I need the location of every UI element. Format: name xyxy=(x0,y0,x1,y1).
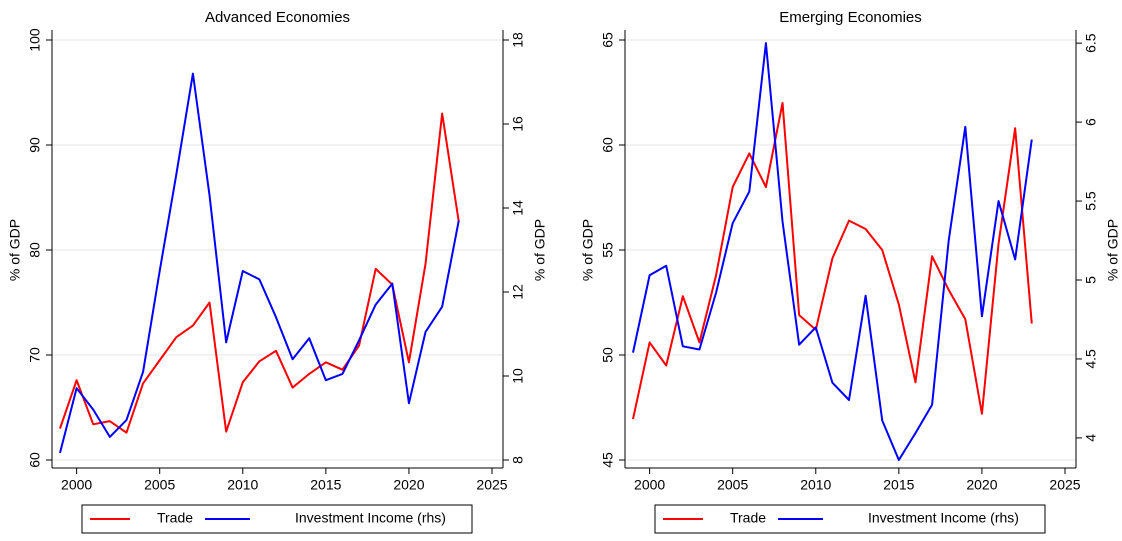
y-tick-label: 90 xyxy=(27,137,43,153)
y-axis-title: % of GDP xyxy=(580,219,596,281)
series-line xyxy=(632,102,1033,420)
y2-axis-title: % of GDP xyxy=(1105,219,1121,281)
y-axis-title: % of GDP xyxy=(7,219,23,281)
y-tick-label: 80 xyxy=(27,242,43,258)
y2-tick-label: 16 xyxy=(510,116,526,132)
legend-label: Trade xyxy=(730,510,766,526)
chart-title: Advanced Economies xyxy=(205,9,350,26)
x-tick-label: 2025 xyxy=(1049,477,1080,493)
x-tick-label: 2000 xyxy=(634,477,665,493)
y2-tick-label: 6.5 xyxy=(1083,33,1099,53)
y2-tick-label: 14 xyxy=(510,200,526,216)
y-tick-label: 70 xyxy=(27,347,43,363)
y-tick-label: 45 xyxy=(600,452,616,468)
x-tick-label: 2000 xyxy=(61,477,92,493)
y2-tick-label: 4.5 xyxy=(1083,349,1099,369)
series-line xyxy=(59,112,460,434)
x-tick-label: 2005 xyxy=(717,477,748,493)
y2-tick-label: 5.5 xyxy=(1083,191,1099,211)
series-line xyxy=(632,42,1033,461)
y-tick-label: 60 xyxy=(600,137,616,153)
y2-tick-label: 5 xyxy=(1083,276,1099,284)
x-tick-label: 2015 xyxy=(310,477,341,493)
y-tick-label: 55 xyxy=(600,242,616,258)
chart-title: Emerging Economies xyxy=(779,9,922,26)
x-tick-label: 2015 xyxy=(883,477,914,493)
y-tick-label: 50 xyxy=(600,347,616,363)
y2-tick-label: 8 xyxy=(510,456,526,464)
y2-tick-label: 4 xyxy=(1083,434,1099,442)
legend-label: Trade xyxy=(157,510,193,526)
legend-box xyxy=(654,504,1046,534)
x-tick-label: 2020 xyxy=(393,477,424,493)
y2-tick-label: 6 xyxy=(1083,118,1099,126)
y2-axis-title: % of GDP xyxy=(532,219,548,281)
x-tick-label: 2025 xyxy=(476,477,507,493)
x-tick-label: 2020 xyxy=(966,477,997,493)
y2-tick-label: 18 xyxy=(510,32,526,48)
x-tick-label: 2010 xyxy=(227,477,258,493)
x-tick-label: 2005 xyxy=(144,477,175,493)
x-tick-label: 2010 xyxy=(800,477,831,493)
y-tick-label: 65 xyxy=(600,32,616,48)
legend-box xyxy=(81,504,473,534)
series-line xyxy=(59,72,460,454)
legend-label: Investment Income (rhs) xyxy=(295,510,446,526)
y2-tick-label: 12 xyxy=(510,284,526,300)
legend-label: Investment Income (rhs) xyxy=(868,510,1019,526)
y-tick-label: 60 xyxy=(27,452,43,468)
y2-tick-label: 10 xyxy=(510,368,526,384)
y-tick-label: 100 xyxy=(27,28,43,52)
